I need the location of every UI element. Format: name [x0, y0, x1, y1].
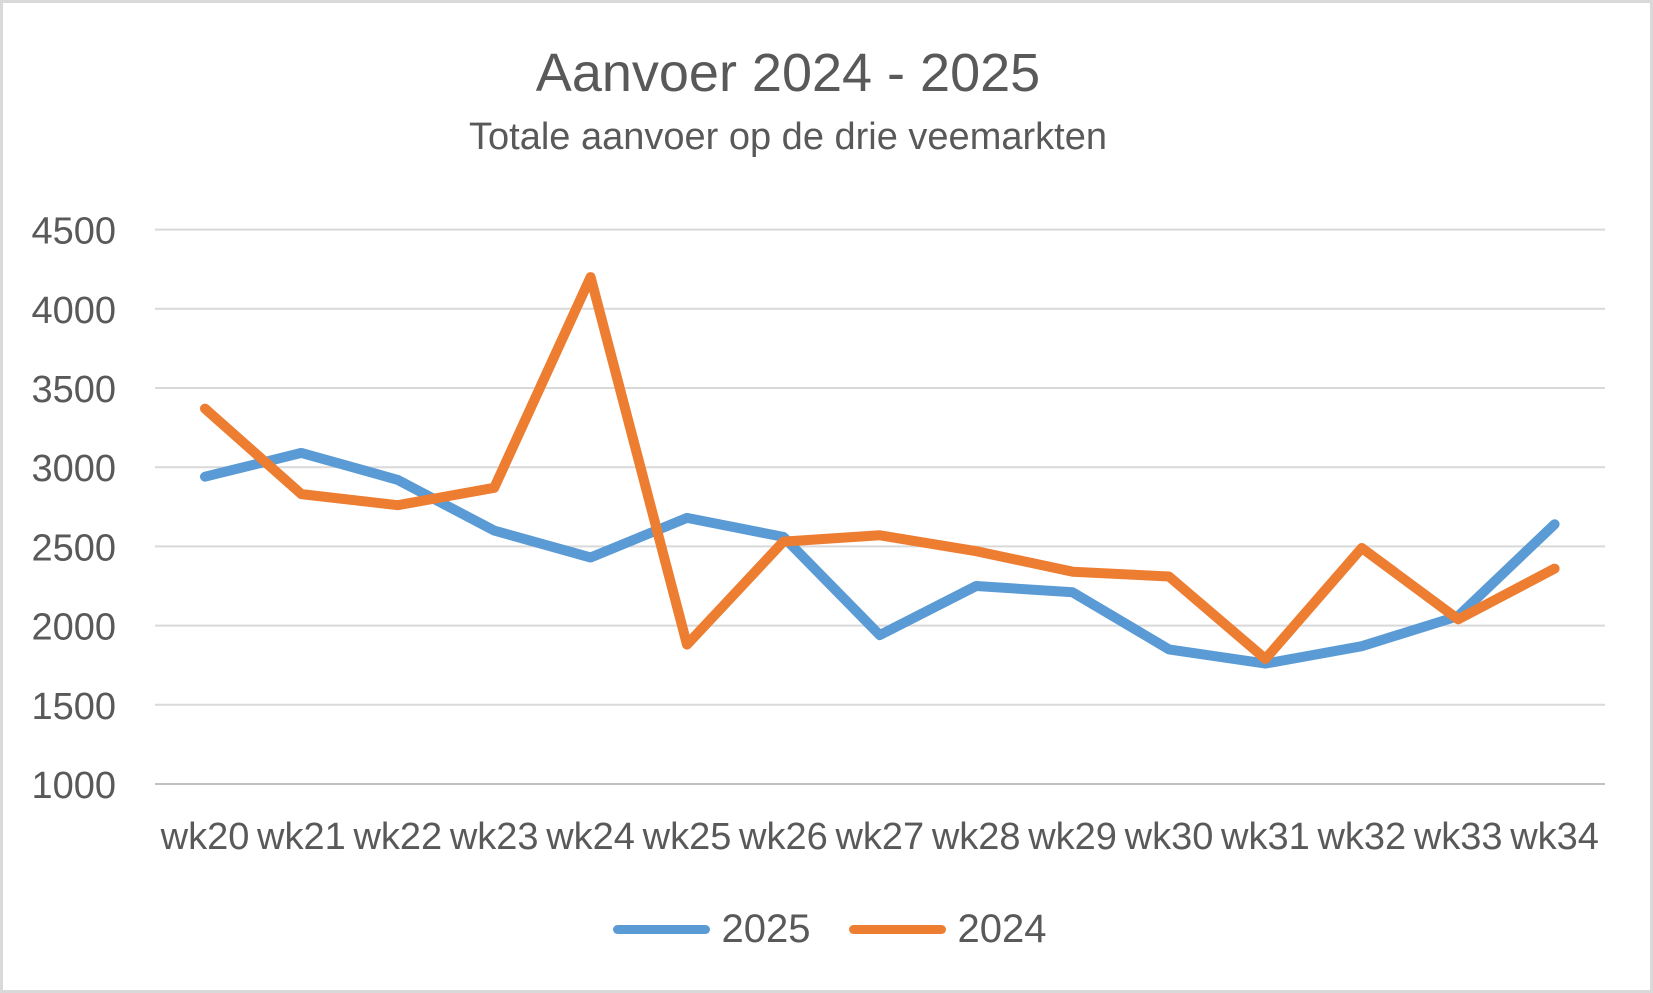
x-category-label-wk31: wk31	[1220, 816, 1310, 858]
chart-title: Aanvoer 2024 - 2025	[535, 43, 1041, 103]
x-category-label-wk23: wk23	[449, 816, 539, 858]
legend-swatch-2025	[612, 924, 710, 934]
chart-subtitle: Totale aanvoer op de drie veemarkten	[469, 116, 1107, 158]
line-chart-canvas: 4500 4000 3500 3000 2500 2000 1500 1000 wk20 wk21…	[31, 211, 1605, 858]
y-tick-label-1500: 1500	[31, 686, 116, 728]
y-tick-label-3500: 3500	[31, 369, 116, 411]
x-category-label-wk33: wk33	[1413, 816, 1503, 858]
legend-swatch-2024	[848, 924, 946, 934]
x-category-label-wk32: wk32	[1316, 816, 1406, 858]
x-category-label-wk34: wk34	[1509, 816, 1599, 858]
x-category-label-wk21: wk21	[256, 816, 346, 858]
y-tick-label-3000: 3000	[31, 448, 116, 490]
y-tick-label-4500: 4500	[31, 211, 116, 253]
legend-label-2025: 2025	[721, 907, 811, 951]
x-category-label-wk22: wk22	[352, 816, 442, 858]
legend-item-2024: 2024	[848, 907, 1047, 951]
x-category-label-wk28: wk28	[931, 816, 1021, 858]
x-category-label-wk30: wk30	[1124, 816, 1214, 858]
x-category-label-wk20: wk20	[160, 816, 250, 858]
x-category-label-wk26: wk26	[738, 816, 828, 858]
y-tick-label-1000: 1000	[31, 765, 116, 807]
x-category-label-wk24: wk24	[545, 816, 635, 858]
series-line-2024	[200, 272, 1560, 664]
chart-legend: 2025 2024	[3, 904, 1650, 954]
y-tick-label-4000: 4000	[31, 290, 116, 332]
x-category-label-wk29: wk29	[1027, 816, 1117, 858]
y-tick-label-2500: 2500	[31, 527, 116, 569]
legend-item-2025: 2025	[612, 907, 811, 951]
x-category-label-wk27: wk27	[834, 816, 924, 858]
x-category-label-wk25: wk25	[642, 816, 732, 858]
legend-label-2024: 2024	[957, 907, 1047, 951]
y-tick-label-2000: 2000	[31, 607, 116, 649]
